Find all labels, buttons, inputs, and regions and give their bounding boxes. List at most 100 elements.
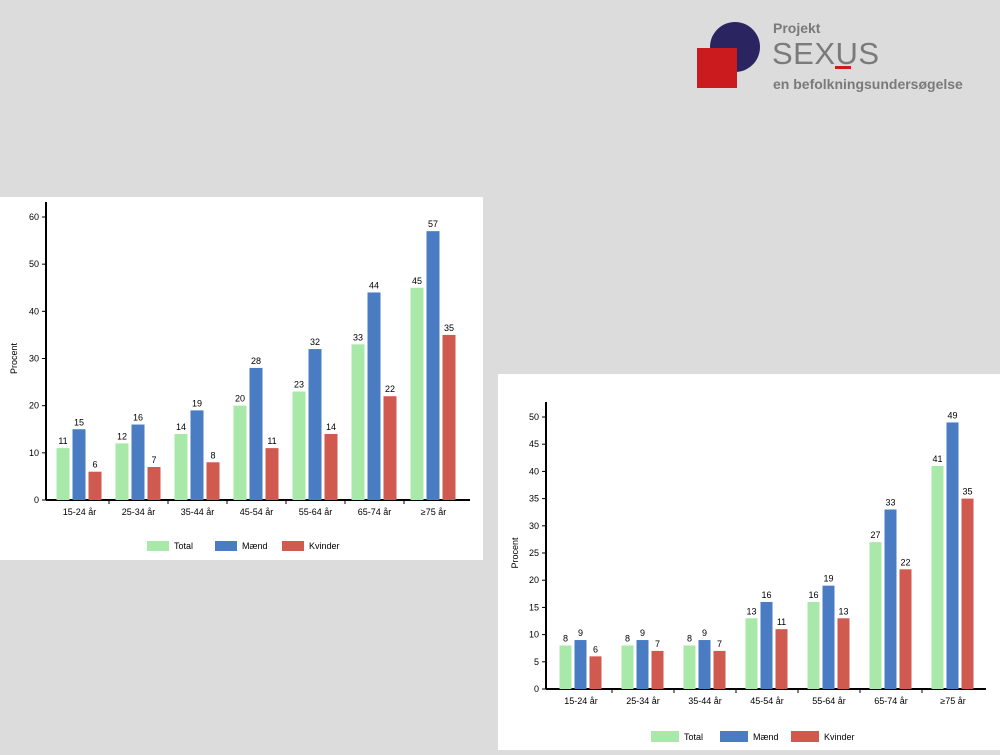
data-label: 6 <box>92 460 97 470</box>
data-label: 11 <box>777 617 786 627</box>
data-label: 13 <box>746 606 756 616</box>
legend-label-maend: Mænd <box>242 541 268 551</box>
data-label: 27 <box>870 530 880 540</box>
chart-panel-1: 0 10 20 30 40 50 60 Procent 15-24 år 11 15 6 25-34 å… <box>0 197 483 560</box>
data-label: 9 <box>640 628 645 638</box>
legend-label-total: Total <box>684 732 703 742</box>
y-tick-label: 30 <box>529 521 539 531</box>
bar-kvinder <box>961 498 974 689</box>
legend-label-maend: Mænd <box>753 732 779 742</box>
data-label: 19 <box>823 574 833 584</box>
bar-total <box>931 465 944 689</box>
data-label: 12 <box>117 431 127 441</box>
bar-total <box>683 645 696 689</box>
data-label: 7 <box>717 639 722 649</box>
y-tick-label: 50 <box>529 412 539 422</box>
bar-maend <box>131 424 145 500</box>
logo-square-shape <box>697 48 737 88</box>
data-label: 28 <box>251 356 261 366</box>
bar-total <box>174 433 188 500</box>
data-label: 9 <box>702 628 707 638</box>
y-tick-label: 0 <box>34 495 39 505</box>
bar-kvinder <box>265 448 279 500</box>
x-tick-label: 35-44 år <box>688 696 722 706</box>
y-tick-label: 5 <box>534 657 539 667</box>
data-label: 32 <box>310 337 320 347</box>
y-axis-label: Procent <box>510 537 520 569</box>
data-label: 35 <box>962 487 972 497</box>
bar-kvinder <box>589 656 602 689</box>
x-tick-label: 15-24 år <box>564 696 598 706</box>
legend-swatch-maend <box>215 541 237 551</box>
legend-label-kvinder: Kvinder <box>824 732 855 742</box>
bar-kvinder <box>324 433 338 500</box>
bar-total <box>559 645 572 689</box>
y-tick-label: 10 <box>529 630 539 640</box>
bar-kvinder <box>775 629 788 689</box>
bar-maend <box>698 640 711 689</box>
x-tick-label: 55-64 år <box>812 696 846 706</box>
bar-chart-1: 0 10 20 30 40 50 60 Procent 15-24 år 11 15 6 25-34 å… <box>9 202 470 551</box>
x-tick-label: 65-74 år <box>358 507 392 517</box>
bar-total <box>745 618 758 689</box>
y-tick-label: 0 <box>534 684 539 694</box>
bar-total <box>869 542 882 689</box>
data-label: 14 <box>326 422 336 432</box>
data-label: 19 <box>192 398 202 408</box>
x-tick-label: ≥75 år <box>940 696 965 706</box>
y-tick-label: 15 <box>529 602 539 612</box>
bar-kvinder <box>713 650 726 689</box>
bar-kvinder <box>206 462 220 500</box>
sexus-logo: Projekt SEXUS en befolkningsundersøgelse <box>690 18 990 98</box>
y-tick-label: 25 <box>529 548 539 558</box>
x-tick-label: 25-34 år <box>122 507 156 517</box>
data-label: 22 <box>900 557 910 567</box>
bar-kvinder <box>899 569 912 689</box>
data-label: 7 <box>655 639 660 649</box>
bar-maend <box>367 292 381 500</box>
data-label: 22 <box>385 384 395 394</box>
bar-maend <box>822 585 835 689</box>
data-label: 11 <box>58 436 67 446</box>
data-label: 33 <box>353 332 363 342</box>
data-label: 49 <box>947 410 957 420</box>
bar-maend <box>190 410 204 500</box>
logo-line-projekt: Projekt <box>773 20 821 36</box>
bar-kvinder <box>651 650 664 689</box>
data-label: 7 <box>151 455 156 465</box>
bar-maend <box>636 640 649 689</box>
data-label: 8 <box>563 633 568 643</box>
legend-swatch-total <box>651 731 679 742</box>
bar-maend <box>760 601 773 689</box>
logo-line-sexus: SEXUS <box>772 36 880 71</box>
bar-maend <box>946 422 959 689</box>
data-label: 9 <box>578 628 583 638</box>
chart-panel-2: 0 5 10 15 20 25 30 35 40 45 50 Procent 15-24 år 8 9 6 25… <box>498 374 1000 750</box>
y-axis-label: Procent <box>9 342 19 374</box>
data-label: 13 <box>838 606 848 616</box>
bar-total <box>621 645 634 689</box>
data-label: 45 <box>412 276 422 286</box>
bar-kvinder <box>837 618 850 689</box>
data-label: 16 <box>133 413 143 423</box>
legend-label-kvinder: Kvinder <box>309 541 340 551</box>
data-label: 15 <box>74 417 84 427</box>
x-tick-label: 15-24 år <box>63 507 97 517</box>
y-tick-label: 20 <box>529 575 539 585</box>
bar-total <box>410 287 424 500</box>
data-label: 16 <box>808 590 818 600</box>
data-label: 8 <box>210 450 215 460</box>
bar-maend <box>884 509 897 689</box>
y-tick-label: 35 <box>529 494 539 504</box>
bar-total <box>351 344 365 500</box>
data-label: 6 <box>593 644 598 654</box>
x-tick-label: 55-64 år <box>299 507 333 517</box>
data-label: 44 <box>369 280 379 290</box>
data-label: 35 <box>444 323 454 333</box>
y-tick-label: 10 <box>29 448 39 458</box>
y-tick-label: 60 <box>29 212 39 222</box>
bar-maend <box>249 367 263 500</box>
data-label: 20 <box>235 394 245 404</box>
logo-line-subtitle: en befolkningsundersøgelse <box>773 76 963 92</box>
